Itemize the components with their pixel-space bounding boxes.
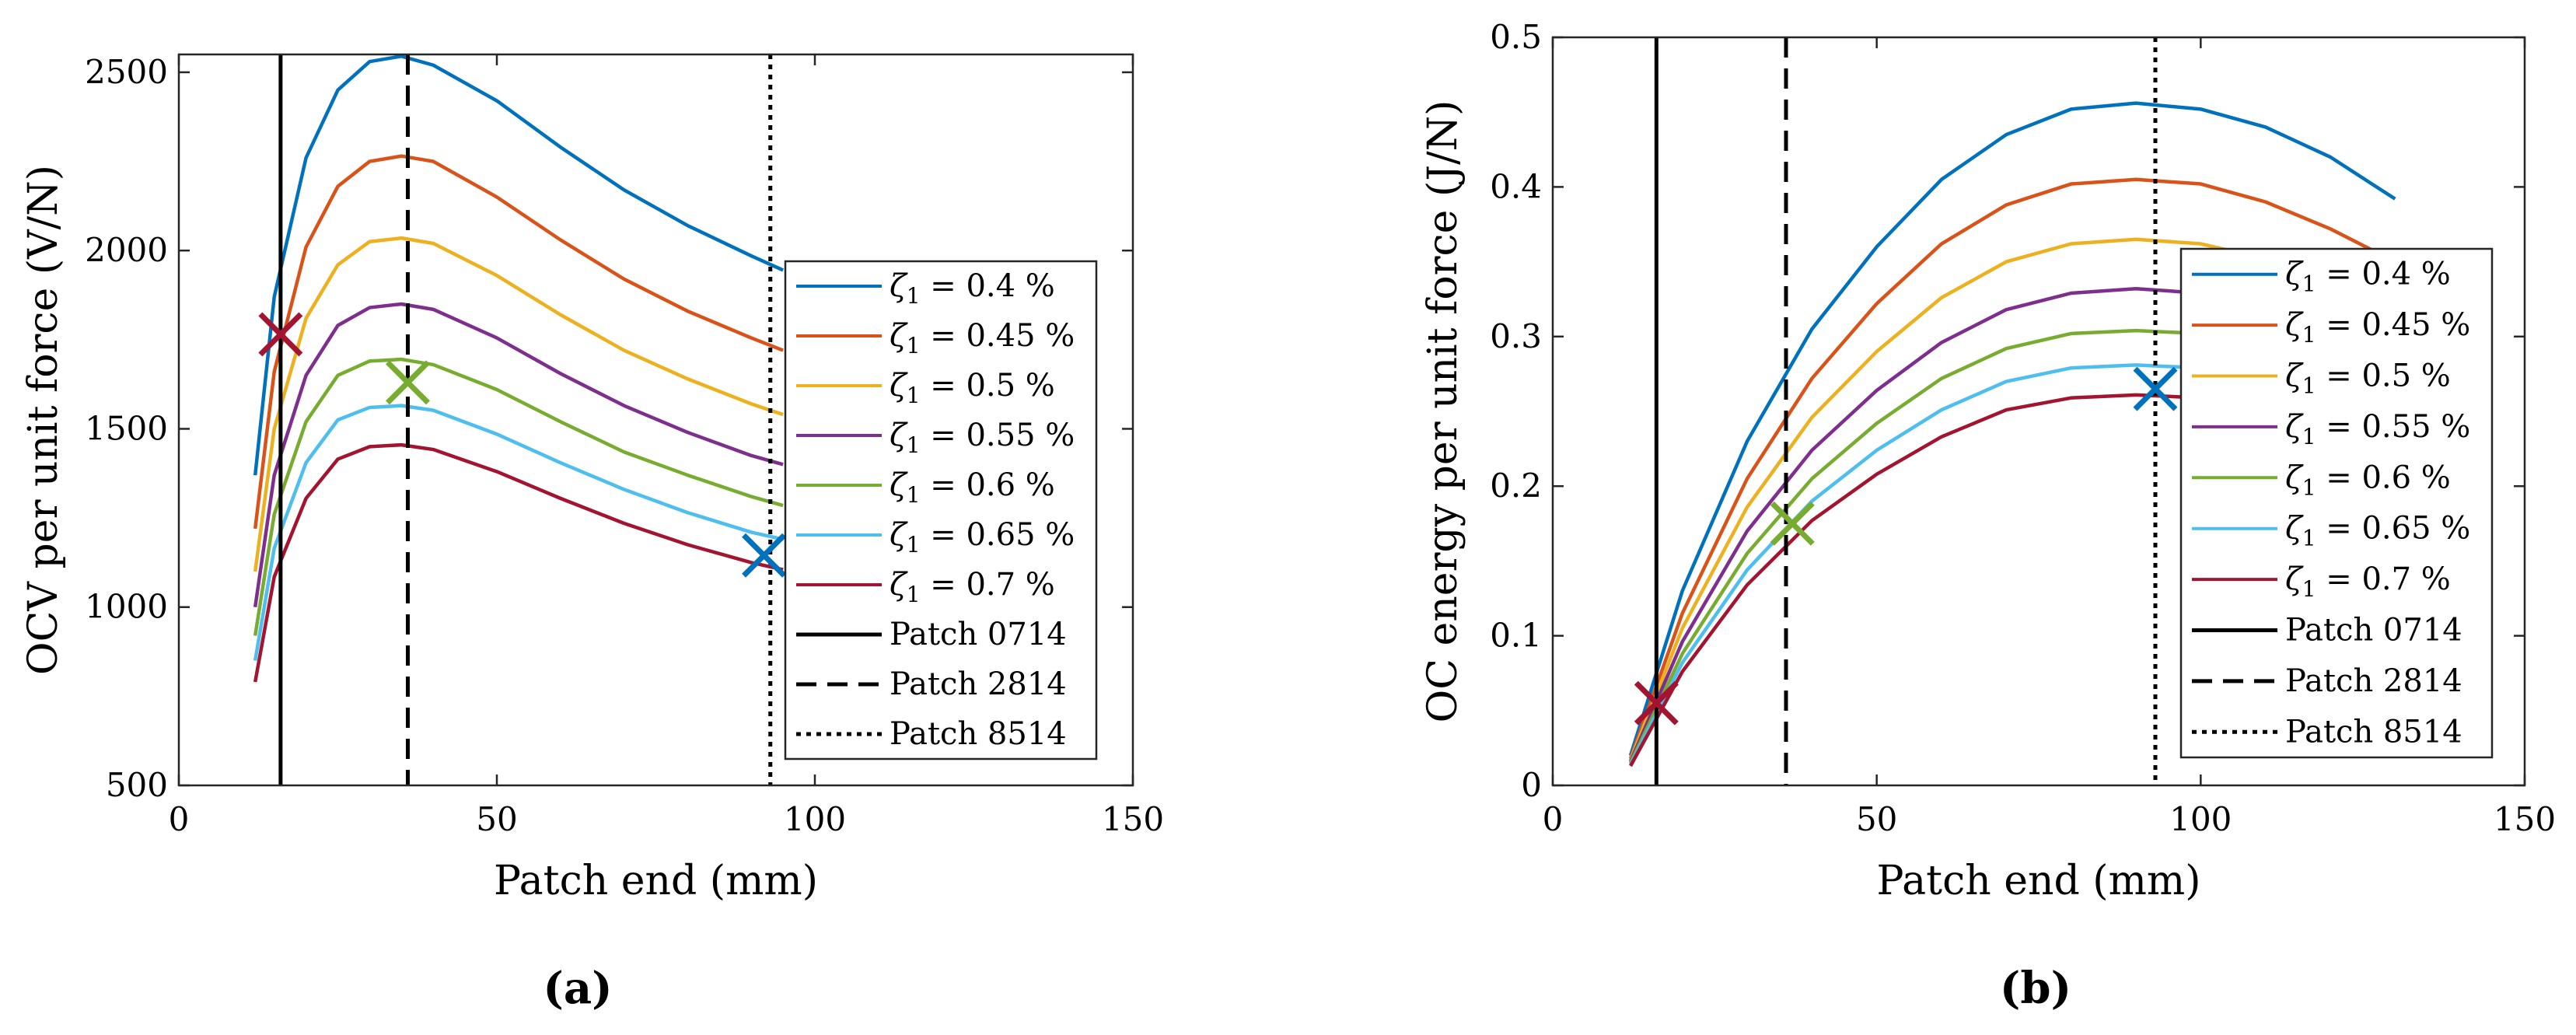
y-tick-label-0: 0 xyxy=(1521,766,1542,804)
legend-label: Patch 0714 xyxy=(2285,613,2462,649)
x-tick-label-3: 150 xyxy=(1102,800,1164,838)
legend-label: ζ1 = 0.6 % xyxy=(890,467,1055,508)
legend-entry-7: Patch 0714 xyxy=(796,617,1067,652)
marker-0 xyxy=(1634,680,1679,726)
series-line-4 xyxy=(253,357,784,636)
legend-label: Patch 2814 xyxy=(2285,663,2462,699)
y-tick-label-0: 500 xyxy=(106,766,168,804)
chart-panel-b: 0 50 100 150 0 0.1 0.2 0.3 0.4 0.5 Patch end (mm) O… xyxy=(1420,18,2556,1014)
legend-label: ζ1 = 0.45 % xyxy=(2285,307,2470,348)
legend-entry-0: ζ1 = 0.4 % xyxy=(2192,257,2451,297)
y-axis-label: OCV per unit force (V/N) xyxy=(20,165,67,675)
legend-label: ζ1 = 0.65 % xyxy=(890,517,1075,558)
legend-label: ζ1 = 0.55 % xyxy=(2285,409,2470,449)
legend-entry-4: ζ1 = 0.6 % xyxy=(796,467,1055,508)
legend-entry-5: ζ1 = 0.65 % xyxy=(796,517,1075,558)
marker-1 xyxy=(386,360,430,405)
legend-label: Patch 2814 xyxy=(890,666,1067,702)
marker-0 xyxy=(258,312,303,357)
y-tick-label-4: 0.4 xyxy=(1490,167,1542,205)
series-line-3 xyxy=(253,302,784,608)
subcaption-b: (b) xyxy=(2000,963,2071,1014)
series-line-1 xyxy=(1628,177,2396,760)
series-line-0 xyxy=(253,54,785,476)
legend: ζ1 = 0.4 % ζ1 = 0.45 % ζ1 = 0.5 % ζ1 = 0.55… xyxy=(784,260,1098,761)
legend-label: ζ1 = 0.5 % xyxy=(2285,358,2451,399)
x-tick-label-2: 100 xyxy=(2169,800,2232,838)
legend-label: ζ1 = 0.7 % xyxy=(890,567,1055,607)
marker-2 xyxy=(742,533,787,578)
legend-entry-3: ζ1 = 0.55 % xyxy=(2192,409,2470,449)
series-line-2 xyxy=(253,236,784,572)
legend-label: Patch 0714 xyxy=(890,617,1067,652)
series-line-0 xyxy=(1628,101,2396,757)
y-tick-label-1: 1000 xyxy=(85,588,168,626)
legend-label: Patch 8514 xyxy=(2285,714,2462,750)
legend-entry-7: Patch 0714 xyxy=(2192,613,2462,649)
y-axis-label: OC energy per unit force (J/N) xyxy=(1420,100,1466,723)
legend-entry-3: ζ1 = 0.55 % xyxy=(796,418,1075,458)
legend-entry-5: ζ1 = 0.65 % xyxy=(2192,511,2470,551)
legend-entry-9: Patch 8514 xyxy=(796,716,1067,752)
legend-entry-8: Patch 2814 xyxy=(796,666,1067,702)
legend-entry-0: ζ1 = 0.4 % xyxy=(796,268,1055,309)
y-tick-label-4: 2500 xyxy=(85,53,168,91)
axes-box xyxy=(1551,36,2526,787)
legend-entry-2: ζ1 = 0.5 % xyxy=(2192,358,2451,399)
marker-2 xyxy=(2133,366,2178,411)
legend-entry-4: ζ1 = 0.6 % xyxy=(2192,460,2451,500)
y-tick-label-5: 0.5 xyxy=(1490,18,1542,56)
x-tick-label-1: 50 xyxy=(1856,800,1897,838)
y-tick-label-2: 1500 xyxy=(85,409,168,447)
series-line-1 xyxy=(253,154,784,530)
y-tick-label-1: 0.1 xyxy=(1490,617,1542,655)
legend-label: ζ1 = 0.4 % xyxy=(2285,257,2451,297)
subcaption-a: (a) xyxy=(543,963,612,1014)
legend-entry-9: Patch 8514 xyxy=(2192,714,2462,750)
x-tick-label-0: 0 xyxy=(169,800,190,838)
series-line-5 xyxy=(253,404,784,661)
legend-label: ζ1 = 0.6 % xyxy=(2285,460,2451,500)
legend-label: ζ1 = 0.5 % xyxy=(890,368,1055,408)
marker-1 xyxy=(1770,501,1815,546)
chart-panel-a: 0 50 100 150 500 1000 1500 2000 2500 Patch end (m… xyxy=(20,53,1164,1014)
legend-label: ζ1 = 0.55 % xyxy=(890,418,1075,458)
y-tick-label-3: 0.3 xyxy=(1490,317,1542,355)
y-tick-label-3: 2000 xyxy=(85,231,168,269)
legend-entry-8: Patch 2814 xyxy=(2192,663,2462,699)
x-tick-label-0: 0 xyxy=(1543,800,1564,838)
legend-box xyxy=(2179,247,2494,759)
legend-label: ζ1 = 0.45 % xyxy=(890,318,1075,358)
legend-label: ζ1 = 0.65 % xyxy=(2285,511,2470,551)
x-tick-label-2: 100 xyxy=(784,800,846,838)
legend-entry-1: ζ1 = 0.45 % xyxy=(796,318,1075,358)
legend-entry-6: ζ1 = 0.7 % xyxy=(796,567,1055,607)
legend-entry-1: ζ1 = 0.45 % xyxy=(2192,307,2470,348)
legend-label: ζ1 = 0.7 % xyxy=(2285,561,2451,602)
x-axis-label: Patch end (mm) xyxy=(1877,858,2201,904)
legend-box xyxy=(784,260,1098,761)
series-line-6 xyxy=(253,442,784,683)
y-tick-label-2: 0.2 xyxy=(1490,467,1542,505)
x-tick-label-3: 150 xyxy=(2494,800,2556,838)
x-tick-label-1: 50 xyxy=(476,800,517,838)
axes-box xyxy=(177,53,1134,787)
legend-label: Patch 8514 xyxy=(890,716,1067,752)
legend-label: ζ1 = 0.4 % xyxy=(890,268,1055,309)
legend-entry-6: ζ1 = 0.7 % xyxy=(2192,561,2451,602)
legend: ζ1 = 0.4 % ζ1 = 0.45 % ζ1 = 0.5 % ζ1 = 0.55… xyxy=(2179,247,2494,759)
x-axis-label: Patch end (mm) xyxy=(494,858,818,904)
legend-entry-2: ζ1 = 0.5 % xyxy=(796,368,1055,408)
